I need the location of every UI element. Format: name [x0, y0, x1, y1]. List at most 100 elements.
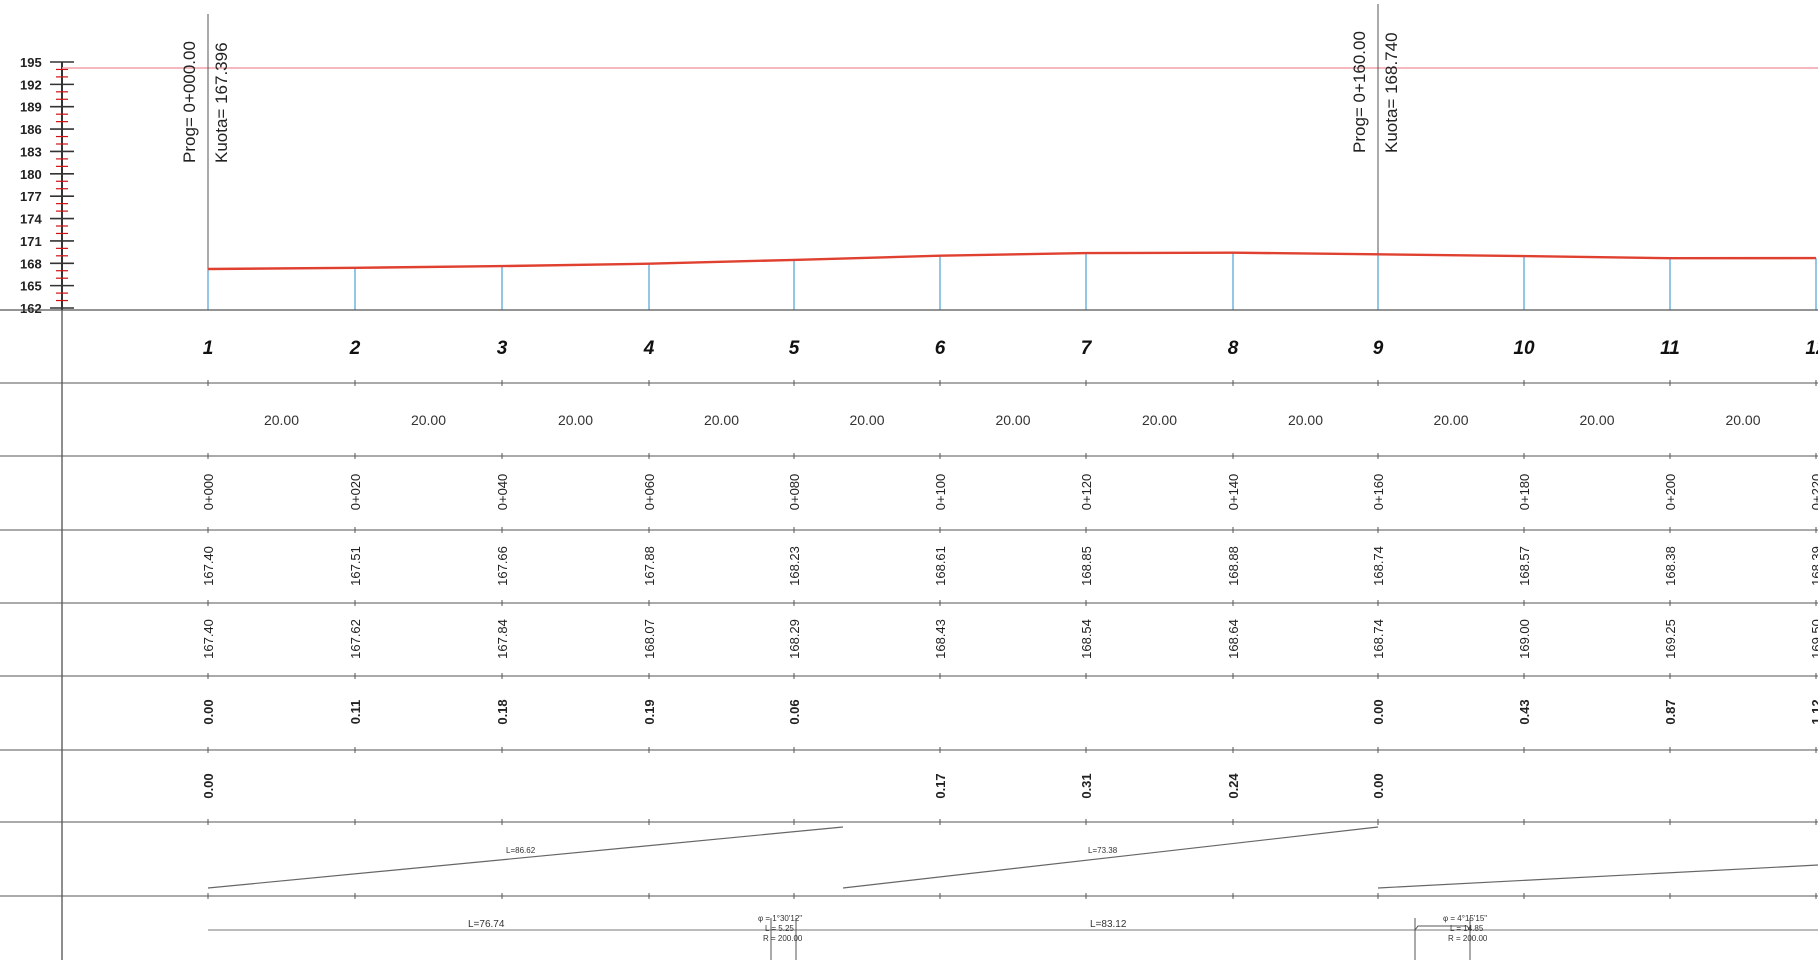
elevation-label: 192	[20, 77, 42, 92]
terrain-elevation-label: 168.85	[1079, 546, 1094, 586]
station-number: 1	[203, 338, 214, 359]
grade-length-label: L=73.38	[1088, 846, 1118, 855]
chainage-label: 0+060	[642, 474, 657, 511]
elevation-label: 177	[20, 189, 42, 204]
segment-distance-label: 20.00	[1579, 412, 1614, 428]
elevation-axis: 195 192 189 186 183 180 177 174 171 168 165 162	[20, 55, 74, 960]
terrain-elevation-label: 167.51	[348, 546, 363, 586]
grade-line-3	[1377, 864, 1818, 889]
vertical-alignment-band: L=86.62 L=73.38	[207, 826, 1818, 889]
terrain-elevation-label: 168.57	[1517, 546, 1532, 586]
design-elevation-label: 167.62	[348, 619, 363, 659]
cut-depth-label: 0.00	[1371, 773, 1386, 798]
elevation-label: 174	[20, 212, 42, 227]
design-elevation-label: 167.84	[495, 619, 510, 659]
station-number: 8	[1228, 338, 1239, 359]
elevation-label: 189	[20, 100, 42, 115]
terrain-elevation-label: 168.23	[787, 546, 802, 586]
cut-depth-label: 0.17	[933, 773, 948, 798]
elevation-label: 171	[20, 234, 42, 249]
segment-distance-label: 20.00	[704, 412, 739, 428]
design-elevation-label: 168.07	[642, 619, 657, 659]
segment-distance-label: 20.00	[411, 412, 446, 428]
station-ticks	[207, 252, 1817, 310]
station-number: 4	[643, 338, 655, 359]
station-number: 6	[935, 338, 946, 359]
terrain-elevation-label: 167.88	[642, 546, 657, 586]
elevation-label: 186	[20, 122, 42, 137]
data-bands	[0, 309, 1818, 899]
fill-depth-label: 0.18	[495, 699, 510, 724]
fill-depth-label: 0.11	[348, 700, 363, 725]
segment-distance-label: 20.00	[849, 412, 884, 428]
curve-angle-label: φ = 1°30'12"	[758, 914, 802, 923]
fill-depth-label: 0.43	[1517, 699, 1532, 724]
grade-line-1	[207, 826, 844, 889]
curve-angle-label: φ = 4°15'15"	[1443, 914, 1487, 923]
marker-kuota-label: Kuota= 167.396	[212, 42, 231, 163]
segment-distance-label: 20.00	[264, 412, 299, 428]
marker-prog-label: Prog= 0+000.00	[180, 41, 199, 163]
terrain-elevation-label: 168.38	[1663, 546, 1678, 586]
station-number: 2	[349, 338, 361, 359]
chainage-label: 0+080	[787, 474, 802, 511]
segment-distance-label: 20.00	[1725, 412, 1760, 428]
terrain-profile-line	[207, 251, 1817, 271]
design-elevation-label: 167.40	[201, 619, 216, 659]
segment-distance-label: 20.00	[1142, 412, 1177, 428]
horizontal-alignment-band: L=76.74 L=83.12 φ = 1°30'12" L = 5.25 R …	[208, 914, 1818, 960]
marker-prog-label: Prog= 0+160.00	[1350, 31, 1369, 153]
design-elevation-label: 168.64	[1226, 619, 1241, 659]
fill-depth-label: 0.00	[201, 699, 216, 724]
fill-depth-label: 0.19	[642, 699, 657, 724]
chainage-label: 0+040	[495, 474, 510, 511]
elevation-label: 168	[20, 256, 42, 271]
chainage-label: 0+200	[1663, 474, 1678, 511]
grade-length-label: L=86.62	[506, 846, 536, 855]
chainage-label: 0+180	[1517, 474, 1532, 511]
elevation-label: 195	[20, 55, 42, 70]
station-number: 11	[1660, 338, 1680, 359]
design-elevation-label: 168.29	[787, 619, 802, 659]
design-elevation-label: 168.43	[933, 619, 948, 659]
station-number: 7	[1081, 338, 1093, 359]
design-elevation-label: 169.50	[1809, 619, 1818, 659]
chainage-label: 0+220	[1809, 474, 1818, 511]
terrain-elevation-label: 168.61	[933, 546, 948, 586]
elevation-label: 180	[20, 167, 42, 182]
design-elevation-label: 169.25	[1663, 619, 1678, 659]
terrain-elevation-label: 168.74	[1371, 546, 1386, 586]
chainage-label: 0+100	[933, 474, 948, 511]
curve-radius-label: R = 200.00	[763, 934, 803, 943]
design-elevation-label: 168.74	[1371, 619, 1386, 659]
curve-radius-label: R = 200.00	[1448, 934, 1488, 943]
curve-length-label: L = 5.25	[765, 924, 794, 933]
elevation-label: 183	[20, 144, 42, 159]
terrain-elevation-label: 167.40	[201, 546, 216, 586]
segment-distance-label: 20.00	[995, 412, 1030, 428]
chainage-label: 0+000	[201, 474, 216, 511]
straight-length-label: L=83.12	[1090, 919, 1127, 930]
fill-depth-label: 0.87	[1663, 699, 1678, 724]
marker-kuota-label: Kuota= 168.740	[1382, 32, 1401, 153]
terrain-elevation-label: 167.66	[495, 546, 510, 586]
station-number: 3	[497, 338, 508, 359]
chainage-label: 0+140	[1226, 474, 1241, 511]
elevation-label: 165	[20, 279, 42, 294]
station-number: 5	[789, 338, 800, 359]
cut-depth-label: 0.24	[1226, 773, 1241, 799]
terrain-elevation-label: 168.88	[1226, 546, 1241, 586]
fill-depth-label: 0.06	[787, 699, 802, 724]
chainage-label: 0+020	[348, 474, 363, 511]
chainage-label: 0+160	[1371, 474, 1386, 511]
fill-depth-label: 1.12	[1809, 699, 1818, 724]
design-elevation-label: 169.00	[1517, 619, 1532, 659]
grade-line-2	[842, 826, 1379, 889]
elevation-label: 162	[20, 301, 42, 316]
station-number: 9	[1373, 338, 1384, 359]
segment-distance-label: 20.00	[1433, 412, 1468, 428]
terrain-elevation-label: 168.39	[1809, 546, 1818, 586]
straight-length-label: L=76.74	[468, 919, 505, 930]
fill-depth-label: 0.00	[1371, 699, 1386, 724]
station-number: 10	[1513, 338, 1535, 359]
